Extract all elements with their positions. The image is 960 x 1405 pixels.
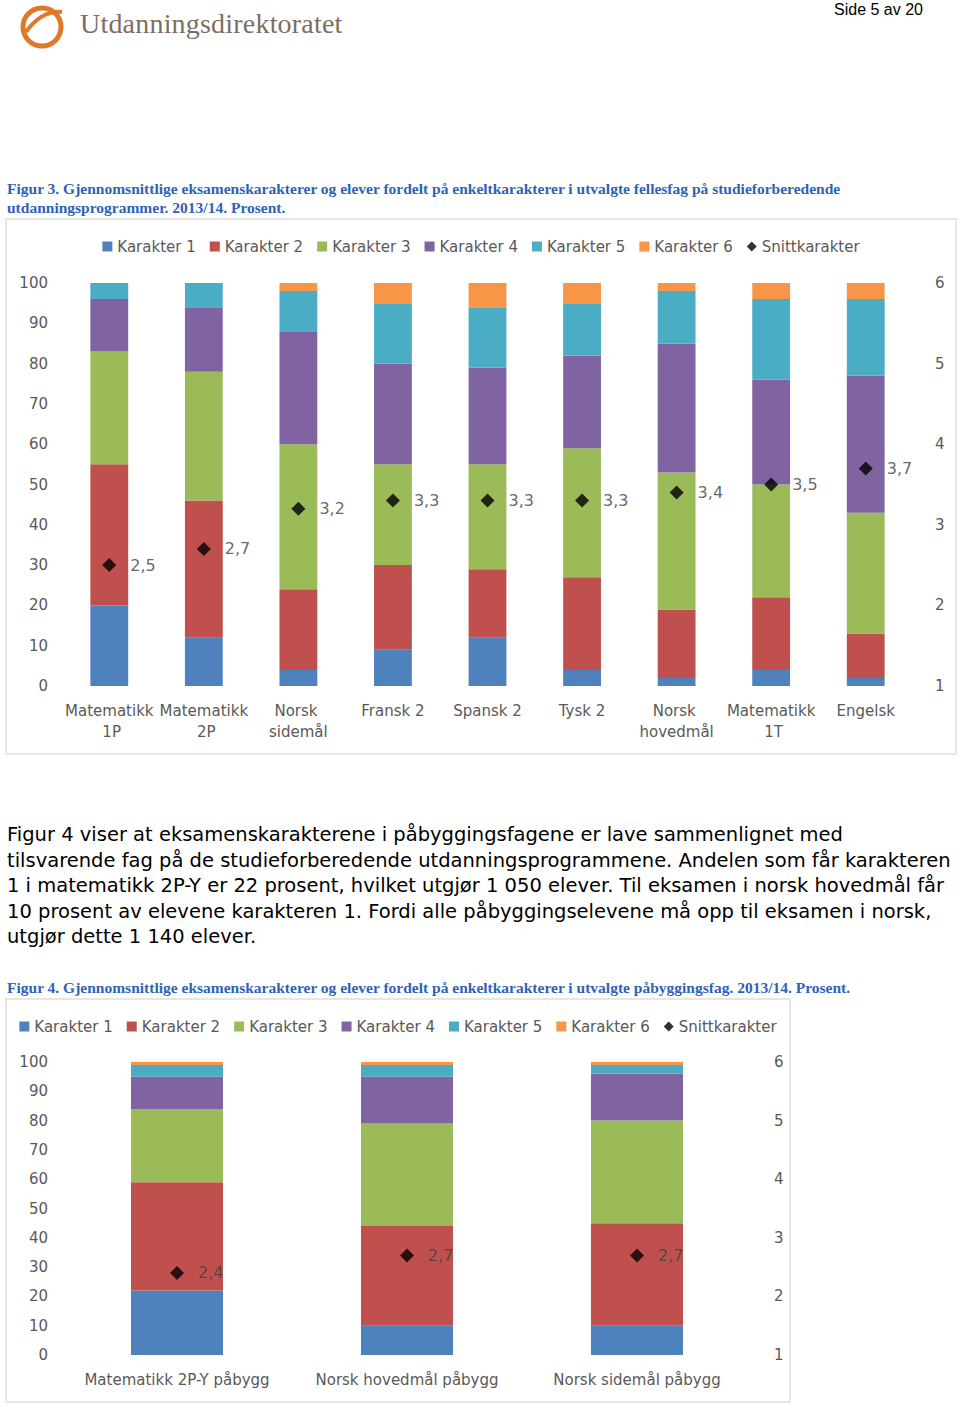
svg-text:Matematikk: Matematikk (160, 702, 249, 720)
svg-text:Spansk 2: Spansk 2 (453, 702, 522, 720)
svg-text:3,2: 3,2 (319, 499, 344, 518)
svg-text:hovedmål: hovedmål (639, 723, 713, 741)
svg-text:10: 10 (29, 1317, 48, 1335)
html-text:Utdanningsdirektoratet: Utdanningsdirektoratet (80, 8, 343, 39)
svg-text:80: 80 (29, 355, 48, 373)
svg-text:90: 90 (29, 1082, 48, 1100)
svg-text:Norsk sidemål påbygg: Norsk sidemål påbygg (553, 1371, 720, 1389)
svg-text:Norsk: Norsk (274, 702, 322, 720)
svg-text:40: 40 (29, 1229, 48, 1247)
svg-text:1: 1 (935, 677, 945, 695)
svg-text:3,5: 3,5 (792, 475, 817, 494)
svg-text:2P: 2P (192, 723, 215, 741)
svg-text:40: 40 (29, 516, 48, 534)
svg-text:1P: 1P (98, 723, 121, 741)
svg-text:Fransk 2: Fransk 2 (361, 702, 424, 720)
svg-text:Matematikk: Matematikk (727, 702, 816, 720)
svg-text:2,7: 2,7 (658, 1246, 683, 1265)
svg-text:6: 6 (774, 1053, 784, 1071)
svg-text:3,4: 3,4 (698, 483, 723, 502)
svg-text:Karakter 4: Karakter 4 (357, 1018, 435, 1036)
svg-text:3,3: 3,3 (509, 491, 534, 510)
svg-text:30: 30 (29, 1258, 48, 1276)
svg-text:50: 50 (29, 476, 48, 494)
svg-text:Karakter 3: Karakter 3 (332, 238, 410, 256)
svg-text:Karakter 3: Karakter 3 (249, 1018, 327, 1036)
svg-text:0: 0 (38, 677, 48, 695)
svg-text:3,3: 3,3 (603, 491, 628, 510)
svg-text:3,3: 3,3 (414, 491, 439, 510)
svg-text:3: 3 (935, 516, 945, 534)
svg-text:Norsk hovedmål påbygg: Norsk hovedmål påbygg (315, 1371, 498, 1389)
svg-text:Karakter 6: Karakter 6 (571, 1018, 649, 1036)
svg-text:5: 5 (935, 355, 945, 373)
svg-text:sidemål: sidemål (269, 723, 328, 741)
svg-text:Engelsk: Engelsk (837, 702, 896, 720)
svg-text:2,5: 2,5 (130, 556, 155, 575)
svg-text:2: 2 (774, 1287, 784, 1305)
svg-text:Matematikk: Matematikk (65, 702, 154, 720)
svg-text:30: 30 (29, 556, 48, 574)
svg-text:Karakter 5: Karakter 5 (464, 1018, 542, 1036)
svg-text:50: 50 (29, 1200, 48, 1218)
svg-text:Snittkarakter: Snittkarakter (679, 1018, 778, 1036)
svg-text:4: 4 (935, 435, 945, 453)
svg-text:20: 20 (29, 596, 48, 614)
svg-text:70: 70 (29, 1141, 48, 1159)
svg-text:Matematikk 2P-Y påbygg: Matematikk 2P-Y påbygg (84, 1371, 269, 1389)
svg-text:4: 4 (774, 1170, 784, 1188)
svg-text:10: 10 (29, 637, 48, 655)
svg-text:100: 100 (19, 274, 48, 292)
svg-text:60: 60 (29, 1170, 48, 1188)
svg-text:Karakter 6: Karakter 6 (654, 238, 732, 256)
svg-text:80: 80 (29, 1112, 48, 1130)
svg-text:1T: 1T (759, 723, 783, 741)
svg-text:3,7: 3,7 (887, 459, 912, 478)
svg-text:2: 2 (935, 596, 945, 614)
svg-text:0: 0 (38, 1346, 48, 1364)
svg-text:2,4: 2,4 (198, 1263, 223, 1282)
svg-text:100: 100 (19, 1053, 48, 1071)
svg-text:2,7: 2,7 (428, 1246, 453, 1265)
svg-text:Snittkarakter: Snittkarakter (762, 238, 861, 256)
html-text:Figur 4. Gjennomsnittlige eksa: Figur 4. Gjennomsnittlige eksamenskarakt… (7, 979, 851, 996)
svg-text:2,7: 2,7 (225, 539, 250, 558)
svg-text:60: 60 (29, 435, 48, 453)
svg-text:Karakter 2: Karakter 2 (225, 238, 303, 256)
svg-text:Tysk 2: Tysk 2 (558, 702, 606, 720)
svg-text:90: 90 (29, 314, 48, 332)
html-text:Figur 4 viser at eksamenskarak: Figur 4 viser at eksamenskarakterene i p… (7, 823, 951, 948)
svg-text:1: 1 (774, 1346, 784, 1364)
svg-text:Norsk: Norsk (653, 702, 701, 720)
svg-text:Karakter 1: Karakter 1 (34, 1018, 112, 1036)
html-text:Side 5 av 20: Side 5 av 20 (834, 1, 923, 18)
svg-text:70: 70 (29, 395, 48, 413)
svg-text:3: 3 (774, 1229, 784, 1247)
svg-text:Karakter 5: Karakter 5 (547, 238, 625, 256)
svg-text:Karakter 2: Karakter 2 (142, 1018, 220, 1036)
svg-text:20: 20 (29, 1287, 48, 1305)
svg-text:5: 5 (774, 1112, 784, 1130)
svg-text:Karakter 1: Karakter 1 (117, 238, 195, 256)
svg-text:Karakter 4: Karakter 4 (440, 238, 518, 256)
svg-text:6: 6 (935, 274, 945, 292)
html-text:Figur 3. Gjennomsnittlige eksa: Figur 3. Gjennomsnittlige eksamenskarakt… (7, 180, 841, 216)
